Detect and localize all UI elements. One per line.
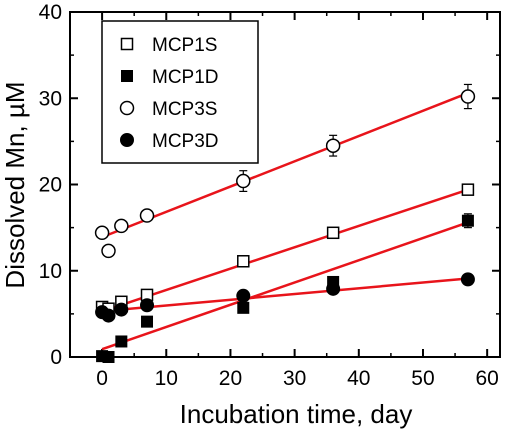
data-point-mcp1d xyxy=(115,335,128,348)
data-point-mcp3d xyxy=(101,308,116,323)
y-tick-label: 30 xyxy=(39,87,62,110)
legend: MCP1S MCP1D MCP3S MCP3D xyxy=(101,20,259,164)
data-point-mcp3s xyxy=(114,218,129,234)
data-point-mcp1d xyxy=(237,301,250,314)
x-tick-label: 50 xyxy=(411,367,434,390)
y-axis-title: Dissolved Mn, µM xyxy=(0,81,30,288)
legend-marker-mcp3s xyxy=(119,100,135,116)
y-tick-label: 10 xyxy=(39,260,62,283)
x-axis-title: Incubation time, day xyxy=(180,399,413,429)
x-tick-label: 20 xyxy=(219,367,242,390)
x-tick-label: 40 xyxy=(347,367,370,390)
data-point-mcp1d xyxy=(141,315,154,328)
fit-lines xyxy=(101,91,469,351)
ticks: 0 10 20 30 40 50 60 0 10 20 30 40 xyxy=(39,1,500,390)
fit-line xyxy=(101,188,469,313)
fit-line xyxy=(101,221,469,351)
fit-line xyxy=(101,91,469,239)
y-tick-label: 40 xyxy=(39,1,62,24)
legend-marker-mcp3d xyxy=(120,133,134,147)
legend-label: MCP3S xyxy=(152,99,217,120)
data-point-mcp3s xyxy=(101,243,116,259)
data-point-mcp3d xyxy=(114,302,129,317)
data-point-mcp3s xyxy=(236,173,251,189)
data-point-mcp3d xyxy=(326,281,341,296)
data-point-mcp3d xyxy=(460,272,475,287)
x-tick-label: 30 xyxy=(283,367,306,390)
data-point-mcp1s xyxy=(237,255,250,268)
data-points xyxy=(94,89,476,363)
y-tick-label: 20 xyxy=(39,174,62,197)
data-point-mcp3s xyxy=(460,89,476,104)
legend-label: MCP1S xyxy=(152,35,217,56)
legend-marker-mcp1s xyxy=(120,37,134,51)
data-point-mcp3s xyxy=(325,138,341,153)
fit-line xyxy=(101,277,469,313)
legend-label: MCP3D xyxy=(152,131,219,152)
x-tick-label: 10 xyxy=(155,367,178,390)
data-point-mcp1s xyxy=(326,226,340,240)
data-point-mcp1d xyxy=(461,214,474,227)
data-point-mcp3d xyxy=(236,288,251,303)
data-point-mcp3d xyxy=(140,298,155,313)
legend-marker-mcp1d xyxy=(121,70,133,82)
x-tick-label: 0 xyxy=(96,367,108,390)
legend-label: MCP1D xyxy=(152,67,219,88)
data-point-mcp1s xyxy=(461,183,475,196)
y-tick-label: 0 xyxy=(50,346,62,369)
data-point-mcp3s xyxy=(139,208,155,223)
data-point-mcp1d xyxy=(102,351,115,363)
x-tick-label: 60 xyxy=(475,367,498,390)
data-point-mcp3s xyxy=(94,225,110,241)
